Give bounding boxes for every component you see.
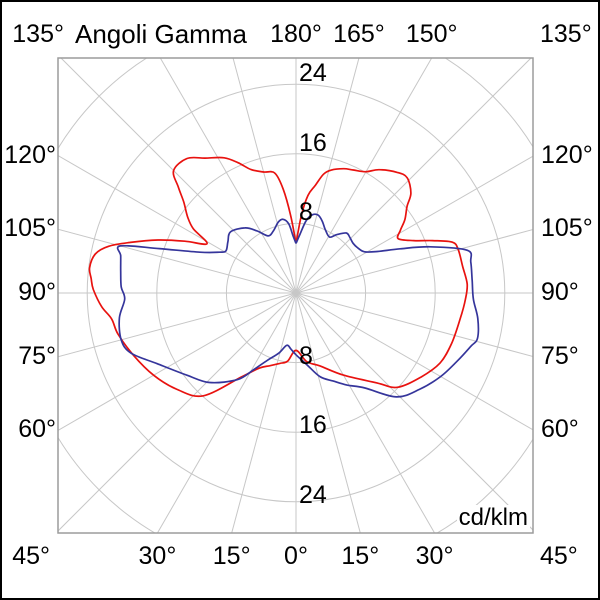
angle-label: 45°	[12, 542, 50, 570]
radial-label: 16	[299, 128, 327, 157]
angle-label: 75°	[18, 341, 56, 370]
angle-label: 150°	[405, 20, 458, 48]
angle-label: 15°	[341, 542, 380, 570]
angle-label: 60°	[18, 415, 56, 444]
angle-label: 165°	[333, 20, 385, 48]
angle-label: 135°	[540, 20, 592, 48]
radial-label: 16	[299, 411, 327, 440]
curve-blue-plane	[116, 213, 480, 398]
angle-label: 105°	[4, 214, 56, 243]
angle-label: 120°	[4, 140, 56, 169]
angle-label: 90°	[18, 278, 56, 306]
angle-label: 105°	[541, 214, 593, 243]
page-title: Angoli Gamma	[75, 19, 247, 49]
plot-border	[57, 57, 534, 534]
angle-label: 30°	[138, 542, 177, 570]
angle-label: 60°	[541, 414, 579, 443]
angle-label: 135°	[12, 20, 64, 48]
angle-label: 0°	[284, 542, 308, 570]
angle-label: 75°	[541, 341, 579, 370]
radial-label: 24	[299, 59, 327, 88]
angle-label: 120°	[541, 141, 593, 170]
radial-label: 8	[299, 198, 313, 227]
angle-label: 15°	[212, 542, 251, 570]
curve-red-plane	[88, 156, 469, 398]
angle-label: 30°	[415, 542, 454, 570]
radial-label: 24	[299, 480, 327, 509]
angle-label: 90°	[541, 278, 579, 306]
radial-label: 8	[299, 341, 313, 370]
angle-label: 45°	[540, 542, 578, 570]
unit-label: cd/klm	[456, 504, 530, 531]
angle-label: 180°	[270, 20, 322, 48]
